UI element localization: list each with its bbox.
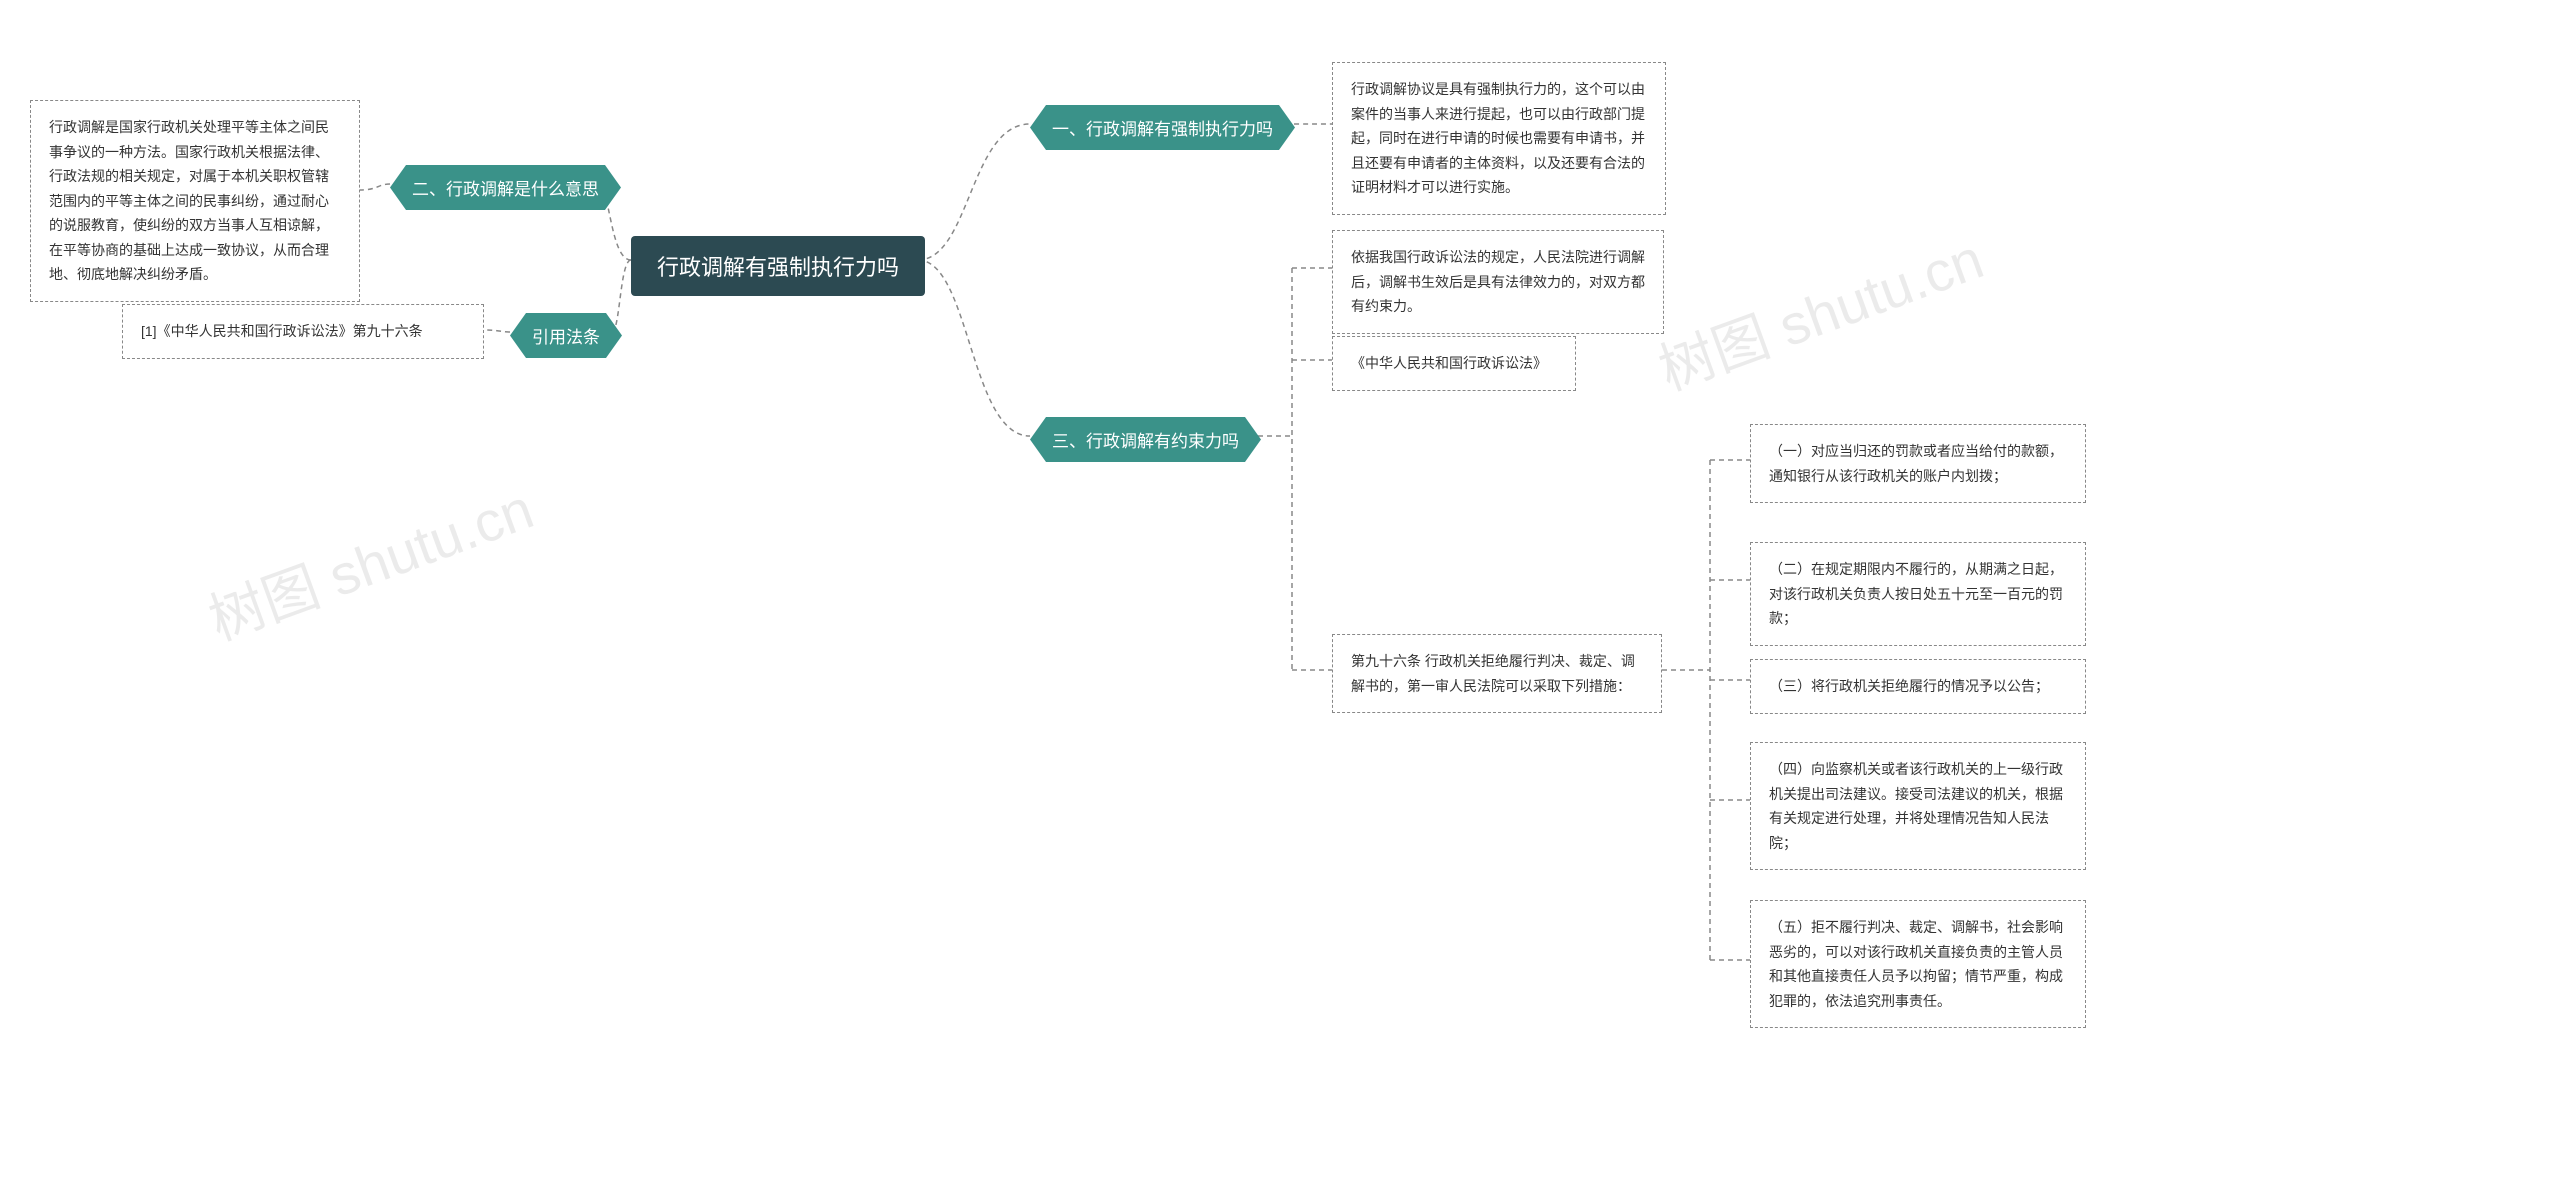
leaf-enforce-text: 行政调解协议是具有强制执行力的，这个可以由案件的当事人来进行提起，也可以由行政部…	[1332, 62, 1666, 215]
leaf-article96: 第九十六条 行政机关拒绝履行判决、裁定、调解书的，第一审人民法院可以采取下列措施…	[1332, 634, 1662, 713]
connector-lines	[0, 0, 2560, 1183]
branch-enforce[interactable]: 一、行政调解有强制执行力吗	[1030, 105, 1295, 150]
leaf-measure-3: （三）将行政机关拒绝履行的情况予以公告；	[1750, 659, 2086, 714]
branch-citation[interactable]: 引用法条	[510, 313, 622, 358]
watermark-1: 树图 shutu.cn	[196, 464, 543, 656]
leaf-measure-4: （四）向监察机关或者该行政机关的上一级行政机关提出司法建议。接受司法建议的机关，…	[1750, 742, 2086, 870]
branch-meaning[interactable]: 二、行政调解是什么意思	[390, 165, 621, 210]
leaf-measure-5: （五）拒不履行判决、裁定、调解书，社会影响恶劣的，可以对该行政机关直接负责的主管…	[1750, 900, 2086, 1028]
leaf-measure-2: （二）在规定期限内不履行的，从期满之日起，对该行政机关负责人按日处五十元至一百元…	[1750, 542, 2086, 646]
watermark-2: 树图 shutu.cn	[1646, 214, 1993, 406]
branch-binding[interactable]: 三、行政调解有约束力吗	[1030, 417, 1261, 462]
leaf-binding-1: 依据我国行政诉讼法的规定，人民法院进行调解后，调解书生效后是具有法律效力的，对双…	[1332, 230, 1664, 334]
leaf-binding-2: 《中华人民共和国行政诉讼法》	[1332, 336, 1576, 391]
leaf-meaning-text: 行政调解是国家行政机关处理平等主体之间民事争议的一种方法。国家行政机关根据法律、…	[30, 100, 360, 302]
root-node[interactable]: 行政调解有强制执行力吗	[631, 236, 925, 296]
leaf-citation-text: [1]《中华人民共和国行政诉讼法》第九十六条	[122, 304, 484, 359]
leaf-measure-1: （一）对应当归还的罚款或者应当给付的款额，通知银行从该行政机关的账户内划拨；	[1750, 424, 2086, 503]
